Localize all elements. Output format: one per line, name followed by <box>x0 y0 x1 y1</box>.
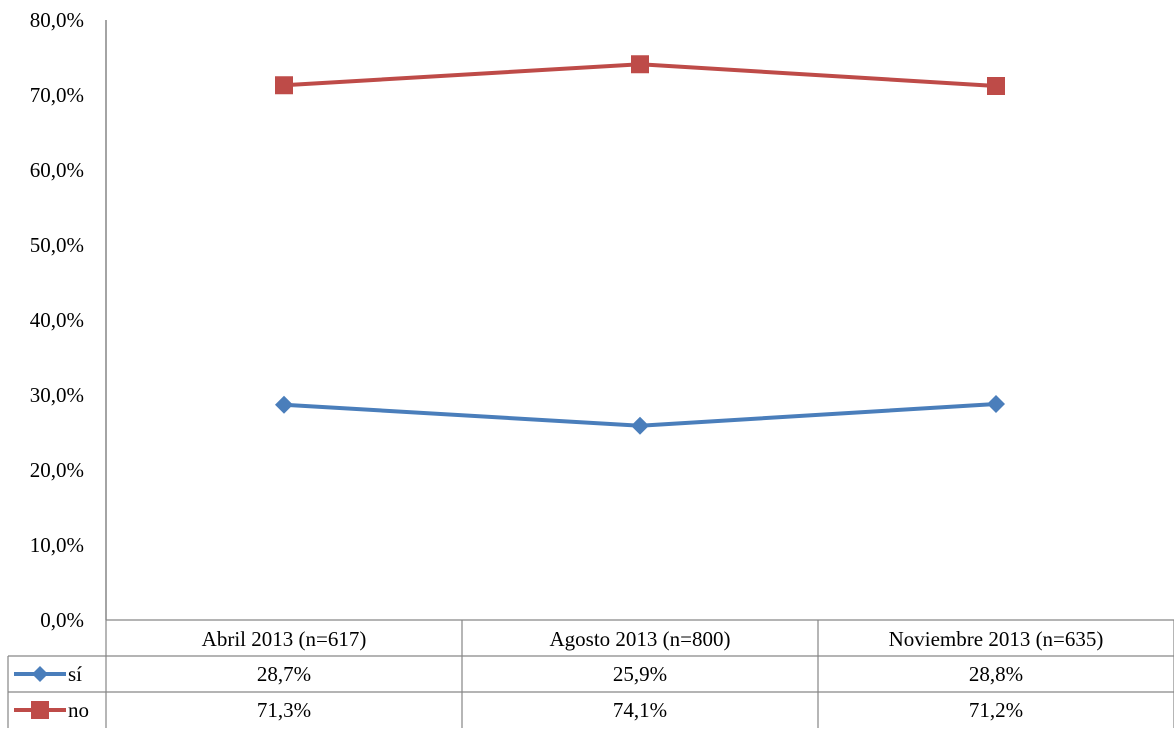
y-tick-label: 30,0% <box>30 383 84 407</box>
legend-key-marker <box>31 701 49 719</box>
data-value-label: 71,2% <box>969 698 1023 722</box>
y-tick-label: 70,0% <box>30 83 84 107</box>
y-tick-label: 0,0% <box>40 608 84 632</box>
legend-series-name: no <box>68 698 89 722</box>
legend-key-no <box>14 701 66 719</box>
x-category-label: Abril 2013 (n=617) <box>202 627 367 651</box>
y-axis-tick-labels: 0,0% 10,0% 20,0% 30,0% 40,0% 50,0% 60,0% 70,0% 8… <box>30 8 84 632</box>
y-tick-label: 40,0% <box>30 308 84 332</box>
y-tick-label: 80,0% <box>30 8 84 32</box>
y-tick-label: 10,0% <box>30 533 84 557</box>
legend-series-name: sí <box>68 662 82 686</box>
x-category-label: Noviembre 2013 (n=635) <box>889 627 1104 651</box>
x-category-label: Agosto 2013 (n=800) <box>549 627 730 651</box>
data-table: Abril 2013 (n=617) Agosto 2013 (n=800) Nov… <box>7 619 1174 728</box>
data-point-no <box>987 77 1005 95</box>
legend-key-marker <box>32 666 48 682</box>
data-point-si <box>631 416 649 435</box>
data-point-no <box>631 55 649 74</box>
data-point-si <box>987 395 1005 413</box>
legend-key-si <box>14 666 66 682</box>
data-value-label: 71,3% <box>257 698 311 722</box>
y-tick-label: 60,0% <box>30 158 84 182</box>
data-point-no <box>275 76 293 95</box>
data-value-label: 74,1% <box>613 698 667 722</box>
series-layer <box>275 55 1005 435</box>
y-tick-label: 20,0% <box>30 458 84 482</box>
data-value-label: 28,7% <box>257 662 311 686</box>
data-value-label: 28,8% <box>969 662 1023 686</box>
y-tick-label: 50,0% <box>30 233 84 257</box>
data-value-label: 25,9% <box>613 662 667 686</box>
data-point-si <box>275 395 293 414</box>
